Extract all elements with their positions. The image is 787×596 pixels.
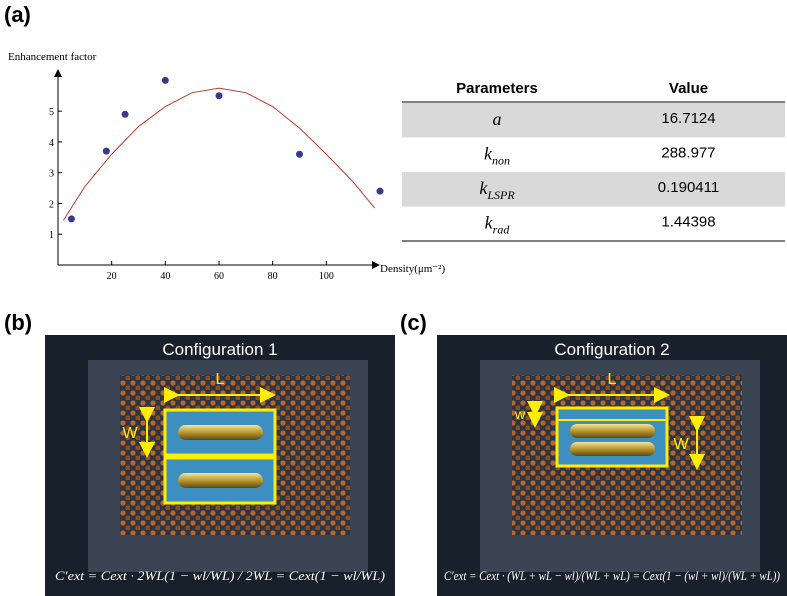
plot: 20 40 60 80 100 1 2 3 4 5 <box>49 69 384 282</box>
parameter-symbol: kLSPR <box>479 178 515 202</box>
parameter-value: 0.190411 <box>658 179 719 196</box>
config-title: Configuration 2 <box>554 340 669 359</box>
data-point <box>102 147 110 155</box>
data-point <box>161 76 169 84</box>
subscript: non <box>492 154 510 168</box>
parameter-value: 16.7124 <box>661 110 715 127</box>
dimension-label: L <box>216 371 225 388</box>
fit-curve <box>62 87 376 221</box>
dimension-label: w <box>514 406 526 422</box>
dimension-label: W <box>673 436 689 453</box>
table-header: Parameters <box>456 80 538 97</box>
dimension-label: L <box>608 371 617 388</box>
subscript: LSPR <box>486 188 515 202</box>
row-shade <box>402 103 785 138</box>
panel-label: (a) <box>4 2 31 27</box>
parameter-value: 288.977 <box>661 145 715 162</box>
symbol: k <box>479 178 488 198</box>
data-point <box>296 150 303 158</box>
data-point <box>215 92 223 100</box>
parameter-symbol: knon <box>484 144 510 168</box>
x-tick-label: 40 <box>160 271 170 282</box>
y-tick-label: 4 <box>49 138 54 149</box>
y-tick-label: 2 <box>49 199 54 210</box>
symbol: k <box>485 213 494 233</box>
parameter-symbol: krad <box>485 213 511 237</box>
data-point <box>67 215 75 223</box>
formula: C′ext = Cext · 2WL(1 − wl/WL) / 2WL = Ce… <box>55 568 385 583</box>
x-axis-label: Density(μm⁻²) <box>380 263 445 275</box>
x-tick-label: 20 <box>107 271 117 282</box>
panel-label: (c) <box>400 310 427 335</box>
table-header: Value <box>669 80 708 97</box>
symbol: a <box>493 109 502 129</box>
config-title: Configuration 1 <box>162 340 277 359</box>
x-tick-label: 80 <box>268 271 278 282</box>
panel-label: (b) <box>4 310 32 335</box>
config-1-render <box>45 335 395 596</box>
y-tick-label: 3 <box>49 169 54 180</box>
y-tick-label: 1 <box>49 230 54 241</box>
subscript: rad <box>493 223 511 237</box>
x-tick-label: 100 <box>319 271 334 282</box>
parameter-symbol: a <box>493 109 502 129</box>
y-tick-label: 5 <box>49 107 54 118</box>
config-2-render <box>437 335 787 596</box>
data-point <box>121 110 129 118</box>
x-tick-label: 60 <box>214 271 224 282</box>
dimension-label: W <box>122 425 138 442</box>
symbol: k <box>484 144 493 164</box>
formula: C′ext = Cext · (WL + wL − wl)/(WL + wL) … <box>444 568 780 583</box>
y-axis-label: Enhancement factor <box>8 51 97 63</box>
parameter-value: 1.44398 <box>661 214 715 231</box>
row-shade <box>402 172 785 207</box>
data-point <box>376 187 384 195</box>
